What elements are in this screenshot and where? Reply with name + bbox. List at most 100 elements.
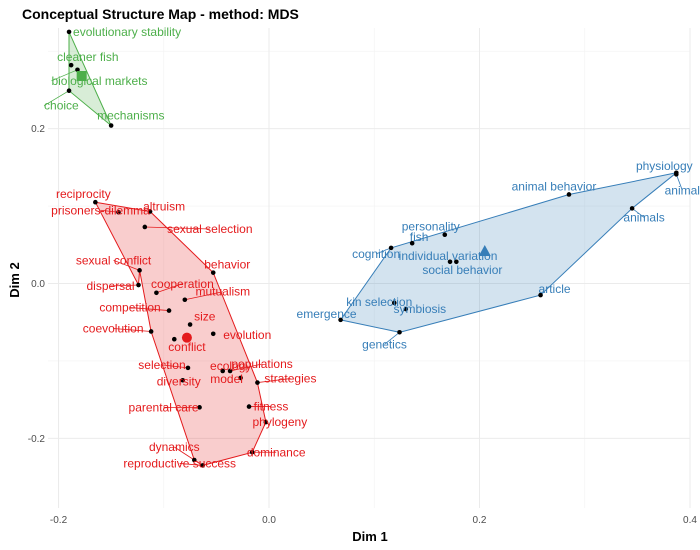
leader-line — [257, 378, 291, 383]
point-article — [538, 292, 543, 298]
leader-line — [110, 284, 139, 287]
cluster-hull-3 — [339, 172, 677, 333]
label-selection: selection — [138, 358, 185, 372]
centroid-1 — [76, 71, 87, 81]
label-competition: competition — [99, 301, 160, 315]
label-physiology: physiology — [636, 159, 693, 173]
point-animals — [629, 206, 635, 211]
point-dispersal — [136, 282, 141, 288]
centroid-3 — [478, 244, 491, 256]
label-size: size — [194, 310, 216, 324]
point-populations — [227, 368, 233, 374]
leader-line — [51, 69, 78, 82]
leader-line — [161, 364, 189, 369]
cluster-centroids — [76, 71, 491, 343]
point-personality — [442, 232, 448, 238]
label-reproductive-success: reproductive success — [123, 456, 236, 470]
point-cleaner-fish — [68, 62, 74, 68]
point-diversity — [180, 377, 186, 383]
leader-line — [100, 209, 119, 213]
y-tick-label: 0.0 — [31, 279, 45, 290]
leader-line — [43, 90, 70, 107]
label-choice: choice — [44, 99, 79, 113]
label-emergence: emergence — [297, 307, 357, 321]
label-evolutionary-stability: evolutionary stability — [73, 25, 181, 39]
point-competition — [166, 308, 172, 313]
point-sexual-selection — [142, 224, 148, 230]
label-cleaner-fish: cleaner fish — [57, 50, 118, 64]
label-fitness: fitness — [254, 400, 289, 414]
data-points — [66, 29, 679, 468]
y-axis-title: Dim 2 — [7, 262, 22, 297]
label-sexual-selection: sexual selection — [167, 222, 252, 236]
label-altruism: altruism — [143, 199, 185, 213]
point-dominance — [249, 449, 255, 455]
label-article: article — [539, 282, 571, 296]
point-size — [187, 322, 193, 327]
leader-line — [631, 208, 645, 218]
leader-line — [156, 283, 183, 294]
label-biological-markets: biological markets — [51, 74, 147, 88]
point-biological-markets — [75, 67, 80, 73]
point-fitness — [246, 404, 252, 409]
x-axis-title: Dim 1 — [352, 529, 387, 544]
label-reciprocity: reciprocity — [56, 187, 111, 201]
point-selection — [185, 365, 191, 371]
label-genetics: genetics — [362, 337, 407, 351]
label-model: model — [210, 372, 243, 386]
point-parental-care — [197, 405, 202, 410]
point-prisoners-dilemma — [116, 209, 121, 215]
point-model — [238, 375, 243, 381]
point-fish — [409, 240, 415, 246]
label-social-behavior: social behavior — [422, 263, 502, 277]
label-animal: animal — [665, 183, 700, 197]
label-fish: fish — [410, 230, 429, 244]
chart-title: Conceptual Structure Map - method: MDS — [22, 6, 299, 22]
cluster-hull-2 — [94, 201, 267, 466]
x-tick-label: 0.2 — [473, 515, 487, 526]
leader-line — [375, 247, 392, 255]
point-reciprocity — [93, 199, 98, 205]
centroid-2 — [181, 332, 192, 343]
point-labels: evolutionary stability cleaner fish biolog… — [44, 25, 700, 471]
cluster-hull-1 — [68, 31, 112, 126]
label-parental-care: parental care — [129, 400, 199, 414]
label-mechanisms: mechanisms — [97, 109, 164, 123]
x-tick-label: 0.0 — [262, 515, 276, 526]
leader-line — [113, 328, 152, 332]
leader-line — [184, 291, 223, 301]
label-animals: animals — [623, 210, 664, 224]
point-emergence — [338, 317, 343, 323]
point-altruism — [147, 209, 153, 214]
point-behavior — [210, 270, 216, 275]
point-ecology — [220, 368, 226, 374]
point-symbiosis — [403, 306, 409, 312]
point-phylogeny — [263, 419, 269, 425]
label-conflict: conflict — [168, 340, 206, 354]
leader-line — [384, 331, 400, 345]
label-individual-variation: individual variation — [399, 249, 498, 263]
leader-line — [130, 307, 170, 311]
label-cognition: cognition — [352, 247, 400, 261]
label-animal-behavior: animal behavior — [512, 179, 597, 193]
label-sexual-conflict: sexual conflict — [76, 253, 152, 267]
label-cooperation: cooperation — [151, 277, 214, 291]
point-dynamics — [191, 457, 197, 463]
point-evolution — [210, 331, 216, 337]
label-evolution: evolution — [223, 328, 271, 342]
point-cooperation — [154, 290, 159, 296]
label-symbiosis: symbiosis — [393, 302, 446, 316]
leader-line — [179, 463, 203, 466]
point-social-behavior — [454, 259, 459, 265]
leader-line — [229, 363, 263, 372]
label-kin-selection: kin selection — [346, 295, 412, 309]
leader-line — [113, 259, 140, 271]
point-kin-selection — [391, 300, 397, 306]
label-populations: populations — [231, 357, 292, 371]
x-tick-label: -0.2 — [50, 515, 68, 526]
point-individual-variation — [447, 259, 453, 265]
point-reproductive-success — [200, 463, 206, 468]
label-diversity: diversity — [157, 374, 201, 388]
